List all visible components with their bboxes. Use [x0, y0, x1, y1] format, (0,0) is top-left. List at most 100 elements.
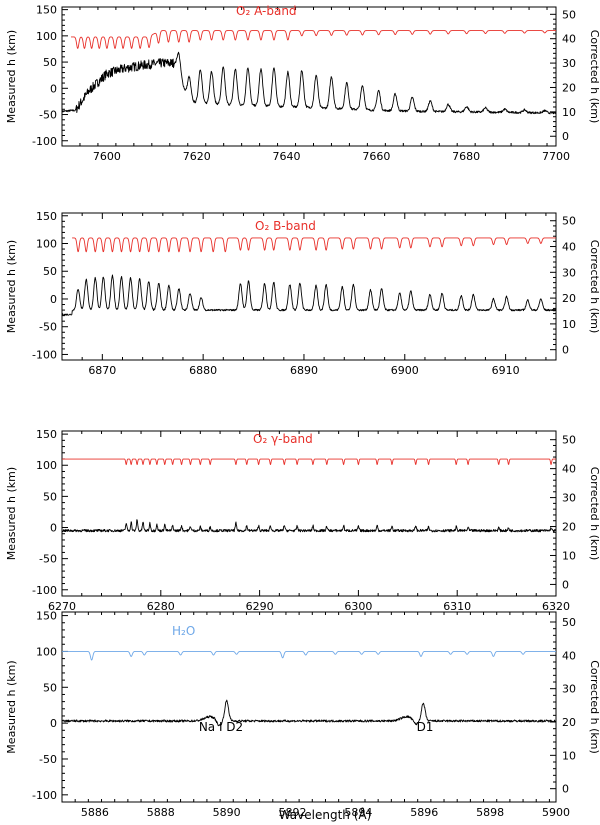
x-tick-label: 6270: [48, 600, 76, 613]
x-tick-label: 5896: [410, 806, 438, 819]
na-d1-label: D1: [417, 720, 434, 734]
x-tick-label: 7680: [452, 150, 480, 163]
series-line-2: [62, 274, 556, 316]
series-group: [62, 458, 556, 533]
y-tick-label-left: -50: [39, 109, 57, 122]
y-tick-label-right: 0: [562, 344, 569, 357]
panel-2: 6870 6880 6890 6900 6910 -100 -50 0 50 100 150 0 10 2…: [5, 210, 600, 377]
y-tick-label-left: 0: [50, 717, 57, 730]
plot-frame: [61, 611, 557, 803]
y-tick-label-left: 150: [36, 428, 57, 441]
y-tick-label-left: -50: [39, 321, 57, 334]
panel-3: 6270 6280 6290 6300 6310 6320-100-50050100150…: [5, 428, 600, 613]
series-group: [62, 30, 556, 115]
y-tick-label-right: 40: [562, 463, 576, 476]
y-tick-label-left: 0: [50, 293, 57, 306]
series-group: [62, 237, 556, 316]
series-line-2: [62, 699, 556, 727]
y-axis-label-right: Corrected h (km): [588, 660, 600, 754]
y-tick-label-left: 50: [43, 56, 57, 69]
y-tick-label-right: 30: [562, 266, 576, 279]
y-tick-label-right: 0: [562, 783, 569, 796]
y-tick-label-left: 100: [36, 238, 57, 251]
x-tick-label: 6320: [542, 600, 570, 613]
y-tick-label-right: 40: [562, 33, 576, 46]
series-line-1: [62, 650, 556, 661]
y-tick-label-right: 50: [562, 434, 576, 447]
x-tick-label: 5900: [542, 806, 570, 819]
x-tick-label: 6870: [88, 364, 116, 377]
series-line-1: [62, 458, 556, 466]
x-tick-label: 6890: [290, 364, 318, 377]
y-tick-label-left: 50: [43, 265, 57, 278]
x-tick-label: 6310: [443, 600, 471, 613]
x-tick-label: 7640: [273, 150, 301, 163]
series-line-1: [70, 30, 556, 49]
series-line-2: [62, 519, 556, 533]
y-tick-label-left: 100: [36, 30, 57, 43]
y-tick-label-right: 10: [562, 318, 576, 331]
x-tick-label: 7660: [362, 150, 390, 163]
y-tick-label-left: -50: [39, 753, 57, 766]
x-tick-label: 6880: [189, 364, 217, 377]
y-tick-label-right: 50: [562, 616, 576, 629]
x-tick-label: 5892: [279, 806, 307, 819]
plot-frame: [61, 6, 557, 147]
y-tick-label-right: 10: [562, 749, 576, 762]
panel-1: 7600 7620 7640 7660 7680 7700-100-50050100150…: [5, 4, 600, 163]
y-tick-label-left: 0: [50, 522, 57, 535]
y-tick-label-right: 50: [562, 8, 576, 21]
x-tick-label: 6900: [391, 364, 419, 377]
y-axis-label-right: Corrected h (km): [588, 467, 600, 561]
series-group: [62, 650, 556, 727]
x-tick-label: 5886: [81, 806, 109, 819]
x-tick-label: 6910: [492, 364, 520, 377]
x-tick-label: 6280: [147, 600, 175, 613]
y-tick-label-right: 40: [562, 649, 576, 662]
y-tick-label-left: -100: [32, 584, 57, 597]
x-tick-label: 5888: [147, 806, 175, 819]
y-axis-label-right: Corrected h (km): [588, 30, 600, 124]
y-tick-label-left: -100: [32, 135, 57, 148]
panel-4: 5886 5888 5890 5892 5894 5896 5898 5900 -100 -50 0…: [5, 610, 600, 819]
band-label: H₂O: [172, 624, 195, 638]
series-line-1: [71, 237, 556, 253]
y-tick-label-right: 20: [562, 521, 576, 534]
y-tick-label-right: 30: [562, 57, 576, 70]
y-tick-label-right: 10: [562, 106, 576, 119]
y-tick-label-right: 20: [562, 716, 576, 729]
y-tick-label-left: 0: [50, 82, 57, 95]
x-axis-label: Wavelength (Å): [279, 807, 372, 822]
y-tick-label-right: 40: [562, 241, 576, 254]
y-tick-label-left: 100: [36, 459, 57, 472]
chart-panels: 7600 7620 7640 7660 7680 7700-100-50050100150…: [5, 4, 600, 819]
y-tick-label-right: 30: [562, 492, 576, 505]
y-tick-label-left: -100: [32, 789, 57, 802]
plot-frame: [61, 430, 557, 597]
y-tick-label-left: 150: [36, 610, 57, 623]
x-tick-label: 5894: [344, 806, 372, 819]
y-tick-label-right: 30: [562, 683, 576, 696]
y-tick-label-right: 0: [562, 578, 569, 591]
y-axis-label-left: Measured h (km): [5, 660, 18, 753]
x-tick-label: 5890: [213, 806, 241, 819]
y-axis-label-right: Corrected h (km): [588, 240, 600, 334]
band-label: O₂ B-band: [255, 219, 316, 233]
y-tick-label-left: 150: [36, 4, 57, 17]
x-tick-label: 7700: [542, 150, 570, 163]
y-tick-label-right: 20: [562, 292, 576, 305]
y-tick-label-left: -100: [32, 348, 57, 361]
y-tick-label-right: 10: [562, 549, 576, 562]
y-tick-label-left: 50: [43, 681, 57, 694]
x-tick-label: 6300: [344, 600, 372, 613]
y-tick-label-left: 100: [36, 645, 57, 658]
y-tick-label-right: 0: [562, 130, 569, 143]
y-axis-label-left: Measured h (km): [5, 30, 18, 123]
band-label: O₂ γ-band: [253, 432, 313, 446]
y-tick-label-left: 150: [36, 210, 57, 223]
x-tick-label: 7600: [93, 150, 121, 163]
na-d2-label: Na I D2: [199, 720, 243, 734]
y-tick-label-left: 50: [43, 490, 57, 503]
x-tick-label: 6290: [246, 600, 274, 613]
